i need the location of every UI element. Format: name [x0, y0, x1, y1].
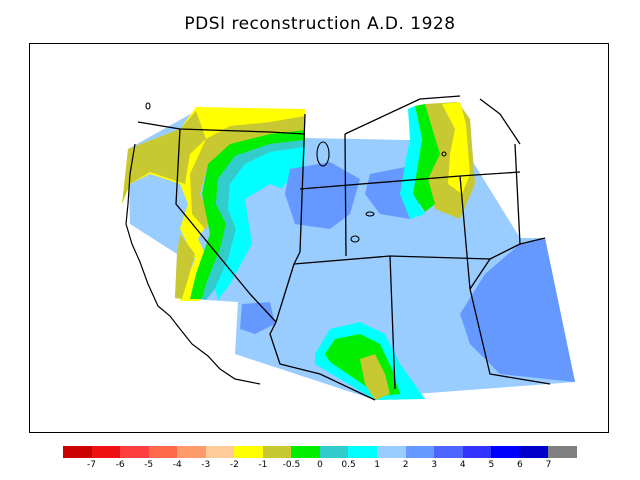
legend-tick-label: -6 — [115, 460, 125, 470]
pdsi-map — [122, 95, 575, 401]
pdsi-region-olive-arizona — [360, 354, 390, 400]
legend-swatch — [205, 446, 235, 458]
legend-tick-label: 1 — [374, 460, 380, 470]
legend-tick-label: -1 — [258, 460, 268, 470]
legend-swatch — [548, 446, 577, 458]
color-legend — [63, 446, 577, 458]
legend-swatch — [519, 446, 549, 458]
legend-tick-label: 0.5 — [341, 460, 356, 470]
legend-tick-label: -7 — [87, 460, 97, 470]
legend-swatch — [405, 446, 435, 458]
pdsi-region-teal-west — [202, 140, 305, 300]
legend-tick-label: -4 — [172, 460, 182, 470]
legend-tick-label: 6 — [517, 460, 523, 470]
map-title: PDSI reconstruction A.D. 1928 — [184, 14, 456, 34]
legend-swatch — [462, 446, 492, 458]
state-borders — [137, 95, 551, 401]
pdsi-region-lightblue-nevada — [230, 184, 295, 284]
legend-tick-label: 3 — [431, 460, 438, 470]
pdsi-region-blue-socal — [240, 302, 275, 334]
pdsi-region-olive-west — [122, 111, 206, 299]
legend-swatch — [262, 446, 292, 458]
pdsi-region-blue-utah — [285, 162, 360, 229]
legend-swatch — [291, 446, 320, 458]
legend-tick-label: 7 — [545, 460, 552, 470]
legend-swatch — [63, 446, 92, 458]
legend-tick-label: -3 — [201, 460, 211, 470]
legend-swatch — [177, 446, 206, 458]
map-frame — [29, 43, 609, 433]
legend-swatch — [91, 446, 121, 458]
legend-swatch — [377, 446, 406, 458]
legend-swatch — [491, 446, 520, 458]
legend-tick-label: -0.5 — [282, 460, 301, 470]
legend-tick-label: -2 — [229, 460, 239, 470]
legend-tick-label: 4 — [459, 460, 466, 470]
pdsi-region-green-wyoming — [413, 104, 440, 212]
legend-swatch — [348, 446, 378, 458]
pdsi-region-green-west — [190, 130, 305, 299]
legend-swatch — [434, 446, 463, 458]
pdsi-region-yellow-wyoming — [442, 102, 470, 194]
legend-tick-label: -5 — [144, 460, 154, 470]
legend-swatch — [120, 446, 149, 458]
legend-tick-label: 0 — [317, 460, 323, 470]
color-legend-ticks: -7 -6 -5 -4 -3 -2 -1 -0.5 0 0.5 1 2 3 4 5 6 7 — [63, 460, 577, 474]
legend-swatch — [319, 446, 349, 458]
lakes — [145, 102, 447, 243]
coastline — [125, 143, 261, 385]
legend-tick-label: 5 — [488, 460, 495, 470]
pdsi-region-cyan-wyoming — [400, 106, 425, 219]
pdsi-region-olive-ridge — [190, 116, 305, 230]
legend-swatch — [234, 446, 263, 458]
legend-tick-label: 2 — [402, 460, 409, 470]
legend-swatch — [148, 446, 178, 458]
pdsi-region-blue-east — [460, 238, 575, 382]
